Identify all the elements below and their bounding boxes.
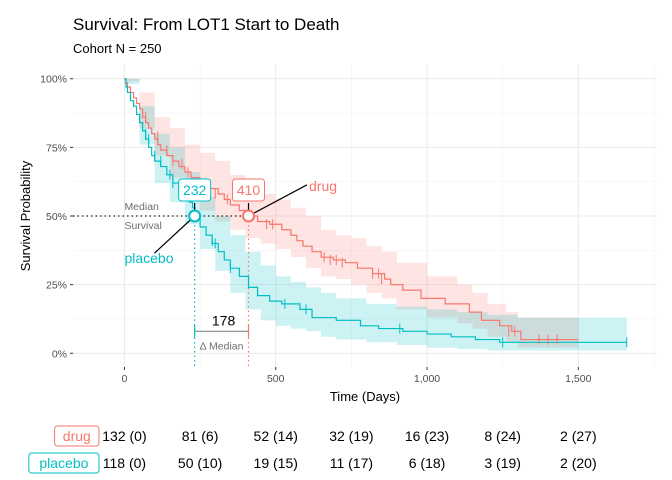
delta-median-value: 178 xyxy=(212,312,236,328)
median-survival-label: Median xyxy=(124,201,159,213)
x-tick-label: 1,500 xyxy=(565,373,591,385)
y-tick-label: 0% xyxy=(52,348,67,360)
y-tick-label: 75% xyxy=(46,142,67,154)
risk-table-cell: 81 (6) xyxy=(182,428,219,444)
series-label-drug: drug xyxy=(309,178,337,194)
x-tick-label: 500 xyxy=(267,373,285,385)
median-box-placebo xyxy=(178,178,212,202)
risk-table-cell: 2 (27) xyxy=(560,428,597,444)
y-axis-label: Survival Probability xyxy=(18,160,33,271)
median-point-placebo xyxy=(188,209,202,223)
risk-table-cell: 6 (18) xyxy=(409,455,446,471)
median-box-drug xyxy=(232,178,266,202)
risk-table-cell: 52 (14) xyxy=(254,428,298,444)
delta-median-label: Δ Median xyxy=(200,340,244,352)
risk-table-cell: 11 (17) xyxy=(330,455,373,471)
risk-table: drug 132 (0) 81 (6) 52 (14) 32 (19) 16 (23) 8 … xyxy=(28,425,597,474)
risk-table-cell: 3 (19) xyxy=(484,455,521,471)
label-leader-drug xyxy=(248,184,308,217)
median-survival-label: Survival xyxy=(124,220,161,232)
ci-band-drug xyxy=(124,78,579,348)
confidence-bands xyxy=(124,78,627,351)
risk-table-cell: 50 (10) xyxy=(178,455,222,471)
risk-table-cell: 132 (0) xyxy=(102,428,146,444)
risk-table-cell: 19 (15) xyxy=(254,455,298,471)
chart-subtitle: Cohort N = 250 xyxy=(73,41,162,56)
series-label-placebo: placebo xyxy=(124,250,173,266)
risk-table-group-label-placebo: placebo xyxy=(39,455,88,471)
label-leader-placebo xyxy=(154,215,196,254)
ci-band-placebo xyxy=(124,78,627,351)
risk-table-cell: 8 (24) xyxy=(484,428,521,444)
median-value-drug: 410 xyxy=(237,182,261,198)
grid-lines xyxy=(73,65,657,367)
risk-table-cell: 2 (20) xyxy=(560,455,597,471)
axes: 0 500 1,000 1,500 0% 25% 50% 75% 100% xyxy=(40,74,591,385)
y-tick-label: 25% xyxy=(46,280,67,292)
risk-table-group-badge-drug xyxy=(54,425,100,447)
median-value-placebo: 232 xyxy=(183,182,207,198)
risk-table-cell: 16 (23) xyxy=(405,428,449,444)
x-tick-label: 1,000 xyxy=(414,373,440,385)
risk-table-cell: 32 (19) xyxy=(329,428,373,444)
y-tick-label: 50% xyxy=(46,211,67,223)
risk-table-group-label-drug: drug xyxy=(63,428,91,444)
survival-line-placebo xyxy=(124,78,627,343)
chart-title: Survival: From LOT1 Start to Death xyxy=(73,15,339,34)
median-point-drug xyxy=(242,209,256,223)
risk-table-cell: 118 (0) xyxy=(103,455,146,471)
x-axis-label: Time (Days) xyxy=(330,389,400,404)
y-tick-label: 100% xyxy=(40,74,67,86)
annotations: Median Survival drug placebo 410 232 178 Δ Medi… xyxy=(124,178,337,353)
risk-table-group-badge-placebo xyxy=(28,452,100,474)
x-tick-label: 0 xyxy=(122,373,128,385)
